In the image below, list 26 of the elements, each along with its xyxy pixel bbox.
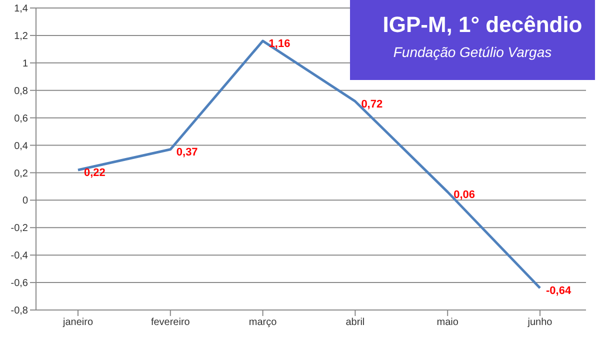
x-tick-label: abril	[346, 317, 365, 328]
y-tick-label: 0	[22, 196, 28, 207]
y-tick-label: -0,2	[10, 223, 28, 234]
y-tick-label: 1	[22, 58, 28, 70]
y-tick-label: 1,2	[14, 31, 28, 42]
y-tick-label: 0,4	[14, 140, 28, 152]
x-tick-label: janeiro	[62, 317, 94, 328]
x-tick-label: fevereiro	[150, 317, 190, 328]
y-tick-label: -0,8	[10, 306, 28, 317]
chart-title: IGP-M, 1° decêndio	[382, 12, 584, 38]
text: Fundação Getúlio Vargas	[392, 44, 553, 60]
data-label: 0,06	[454, 188, 476, 201]
data-label: 0,22	[84, 166, 106, 179]
y-tick-label: -0,4	[10, 250, 28, 262]
y-tick-label: 1,4	[14, 4, 28, 15]
data-label: -0,64	[546, 285, 572, 298]
x-tick-label: maio	[436, 317, 459, 328]
x-tick-label: junho	[526, 317, 553, 328]
data-label: 1,16	[268, 38, 290, 50]
y-tick-label: 0,6	[14, 113, 28, 124]
y-tick-label: -0,6	[10, 278, 28, 290]
x-tick-label: março	[248, 317, 278, 328]
y-tick-label: 0,8	[14, 86, 28, 97]
y-tick-label: 0,2	[14, 168, 28, 180]
data-label: 0,72	[361, 98, 383, 110]
data-label: 0,37	[176, 146, 198, 158]
